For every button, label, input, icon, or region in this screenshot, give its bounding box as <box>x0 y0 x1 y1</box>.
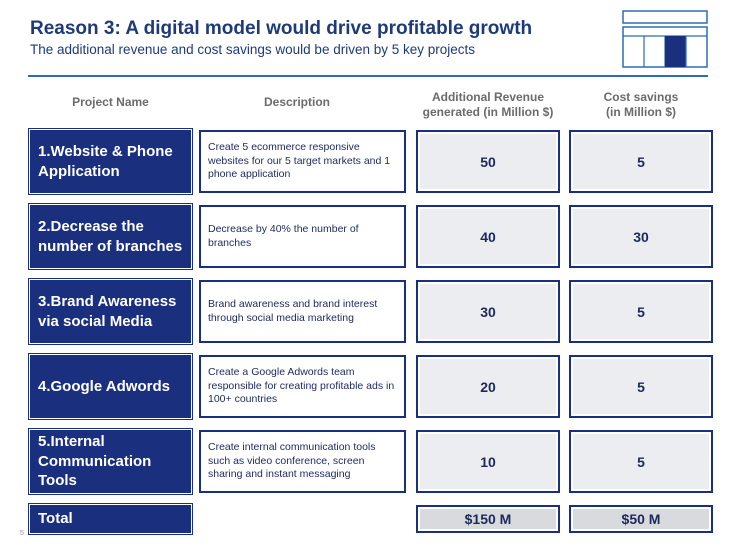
project-name-1: 1.Website & Phone Application <box>28 128 193 195</box>
project-name-4: 4.Google Adwords <box>28 353 193 420</box>
table-layout-icon <box>622 10 708 68</box>
project-description-2: Decrease by 40% the number of branches <box>199 205 406 268</box>
project-cost-1: 5 <box>569 130 713 193</box>
project-revenue-1: 50 <box>416 130 560 193</box>
slide-number: 5 <box>20 530 24 537</box>
project-name-2: 2.Decrease the number of branches <box>28 203 193 270</box>
project-description-3: Brand awareness and brand interest throu… <box>199 280 406 343</box>
page-subtitle: The additional revenue and cost savings … <box>30 42 476 57</box>
project-revenue-4: 20 <box>416 355 560 418</box>
project-description-5: Create internal communication tools such… <box>199 430 406 493</box>
project-description-1: Create 5 ecommerce responsive websites f… <box>199 130 406 193</box>
header-revenue-line1: Additional Revenue <box>431 90 544 104</box>
header-revenue-line2: generated (in Million $) <box>422 105 554 119</box>
total-label: Total <box>28 503 193 535</box>
header-project-name: Project Name <box>72 95 149 109</box>
project-revenue-2: 40 <box>416 205 560 268</box>
project-revenue-5: 10 <box>416 430 560 493</box>
page-title: Reason 3: A digital model would drive pr… <box>30 18 533 39</box>
header-cost-savings: Cost savings (in Million $) <box>569 90 713 120</box>
header-cost-line1: Cost savings <box>603 90 679 104</box>
total-cost: $50 M <box>569 505 713 533</box>
project-cost-4: 5 <box>569 355 713 418</box>
header-additional-revenue: Additional Revenue generated (in Million… <box>406 90 570 120</box>
project-cost-3: 5 <box>569 280 713 343</box>
project-name-3: 3.Brand Awareness via social Media <box>28 278 193 345</box>
header-cost-line2: (in Million $) <box>606 105 676 119</box>
project-cost-5: 5 <box>569 430 713 493</box>
project-revenue-3: 30 <box>416 280 560 343</box>
total-revenue: $150 M <box>416 505 560 533</box>
title-divider <box>28 75 708 77</box>
project-cost-2: 30 <box>569 205 713 268</box>
project-name-5: 5.Internal Communication Tools <box>28 428 193 495</box>
project-description-4: Create a Google Adwords team responsible… <box>199 355 406 418</box>
header-description: Description <box>263 95 330 109</box>
